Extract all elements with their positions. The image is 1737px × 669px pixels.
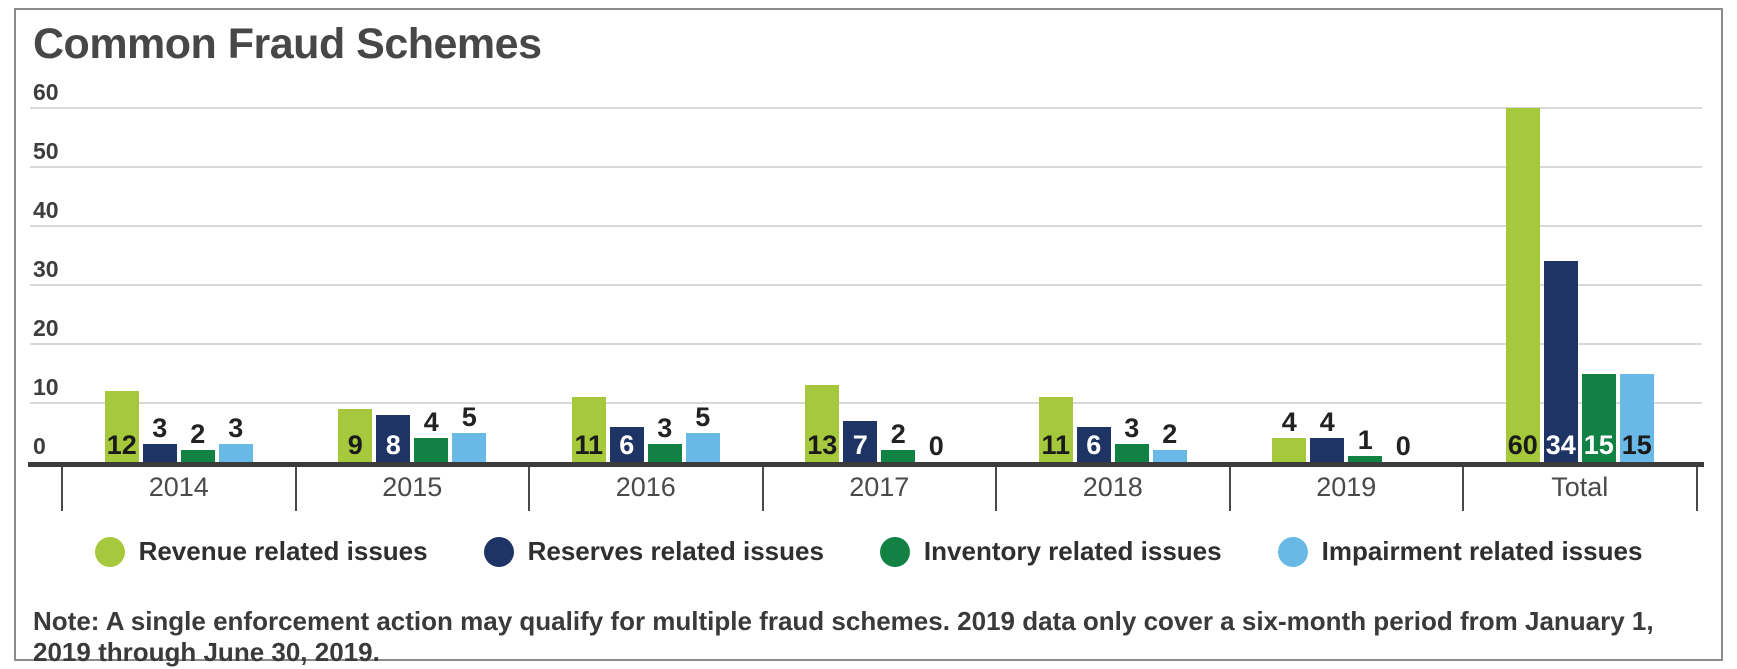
gridline-10	[30, 402, 1702, 404]
legend-label: Impairment related issues	[1321, 536, 1643, 566]
bar-value-label: 11	[1041, 430, 1071, 460]
bar-value-label: 2	[190, 419, 206, 450]
bar-2018-3	[1114, 444, 1149, 462]
gridline-40	[30, 225, 1702, 227]
gridline-20	[30, 343, 1702, 345]
chart-frame	[14, 8, 1723, 661]
bar-2018-4	[1152, 450, 1187, 462]
bar-2014-2	[142, 444, 177, 462]
bar-2016-2	[609, 426, 644, 462]
bar-2019-2	[1310, 438, 1345, 462]
bar-2014-1	[104, 391, 139, 462]
bar-value-label: 3	[228, 413, 244, 444]
y-axis-label-60: 60	[33, 79, 59, 105]
legend-swatch-icon	[879, 536, 910, 567]
bar-value-label: 60	[1507, 430, 1538, 460]
bar-value-label: 15	[1583, 430, 1614, 460]
bar-value-label: 4	[1281, 407, 1297, 438]
bar-value-label: 0	[928, 431, 944, 461]
bar-Total-2	[1543, 261, 1578, 462]
x-axis-category-2015: 2015	[382, 472, 443, 502]
bar-value-label: 11	[574, 430, 604, 460]
y-axis-label-40: 40	[33, 197, 59, 223]
y-axis-label-10: 10	[33, 374, 59, 400]
bar-2016-3	[647, 444, 682, 462]
bar-value-label: 9	[347, 430, 363, 460]
bar-value-label: 4	[423, 407, 439, 438]
y-axis-label-30: 30	[33, 256, 59, 282]
bar-value-label: 7	[852, 430, 868, 460]
y-axis-label-0: 0	[33, 433, 46, 459]
x-axis-category-Total: Total	[1551, 472, 1609, 502]
legend-label: Reserves related issues	[527, 536, 824, 566]
bar-Total-4	[1619, 373, 1654, 462]
x-axis-tick	[995, 467, 997, 511]
x-axis-category-2018: 2018	[1082, 472, 1143, 502]
legend-swatch-icon	[1277, 536, 1308, 567]
bar-value-label: 2	[1162, 419, 1178, 450]
bar-value-label: 12	[106, 430, 137, 460]
x-axis-tick	[294, 467, 297, 511]
bar-2014-4	[218, 444, 253, 462]
bar-Total-1	[1505, 108, 1540, 462]
y-axis-label-20: 20	[33, 315, 59, 341]
bar-value-label: 34	[1545, 430, 1576, 460]
gridline-60	[30, 107, 1702, 109]
bar-2017-2	[843, 420, 878, 462]
legend-item-2: Reserves related issues	[483, 536, 824, 567]
legend-label: Inventory related issues	[923, 536, 1222, 566]
bar-value-label: 4	[1319, 407, 1335, 438]
bar-value-label: 3	[1124, 413, 1140, 444]
bar-value-label: 8	[385, 430, 401, 460]
x-axis-category-2017: 2017	[849, 472, 910, 502]
bar-2018-2	[1076, 426, 1111, 462]
bar-2019-3	[1348, 456, 1383, 462]
bar-value-label: 15	[1621, 430, 1652, 460]
bar-value-label: 6	[1086, 430, 1102, 460]
x-axis-line	[28, 462, 1704, 467]
bar-2019-1	[1272, 438, 1307, 462]
x-axis-tick	[528, 467, 530, 511]
x-axis-tick	[1462, 467, 1464, 511]
bar-2017-1	[805, 385, 840, 462]
legend-item-3: Inventory related issues	[879, 536, 1222, 567]
legend-item-1: Revenue related issues	[94, 536, 428, 567]
bar-value-label: 1	[1357, 425, 1373, 456]
x-axis-category-2016: 2016	[615, 472, 676, 502]
bar-value-label: 3	[657, 413, 673, 444]
bar-2017-3	[881, 450, 916, 462]
bar-2016-4	[685, 432, 720, 462]
legend-item-4: Impairment related issues	[1277, 536, 1643, 567]
bar-2015-2	[376, 414, 411, 462]
x-axis-tick	[1695, 467, 1698, 511]
bar-value-label: 5	[461, 401, 477, 432]
bar-2015-4	[452, 432, 487, 462]
bar-2015-3	[414, 438, 449, 462]
chart-title: Common Fraud Schemes	[33, 20, 542, 68]
x-axis-tick	[761, 467, 764, 511]
bar-value-label: 3	[152, 413, 168, 444]
x-axis-tick	[1228, 467, 1231, 511]
bar-2018-1	[1038, 397, 1073, 462]
bar-value-label: 2	[890, 419, 906, 450]
legend: Revenue related issues Reserves related i…	[0, 536, 1737, 567]
y-axis-label-50: 50	[33, 138, 59, 164]
legend-swatch-icon	[483, 536, 514, 567]
bar-2016-1	[571, 397, 606, 462]
note-text: Note: A single enforcement action may qu…	[33, 606, 1654, 667]
gridline-30	[30, 284, 1702, 286]
bar-value-label: 6	[619, 430, 635, 460]
bar-2015-1	[338, 408, 373, 462]
gridline-50	[30, 166, 1702, 168]
bar-value-label: 0	[1395, 431, 1411, 461]
legend-label: Revenue related issues	[138, 536, 428, 566]
bar-Total-3	[1581, 373, 1616, 462]
x-axis-category-2019: 2019	[1316, 472, 1377, 502]
x-axis-tick	[61, 467, 63, 511]
bar-value-label: 13	[807, 430, 838, 460]
x-axis-category-2014: 2014	[148, 472, 209, 502]
bar-value-label: 5	[695, 401, 711, 432]
bar-2014-3	[180, 450, 215, 462]
legend-swatch-icon	[94, 536, 125, 567]
